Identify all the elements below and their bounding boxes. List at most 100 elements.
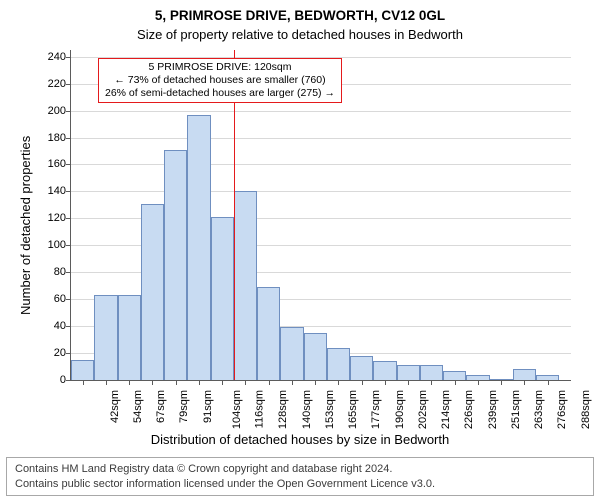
x-tick-label: 276sqm xyxy=(557,390,569,429)
x-tick xyxy=(292,380,293,385)
x-tick xyxy=(501,380,502,385)
histogram-bar xyxy=(141,204,164,380)
license-footer: Contains HM Land Registry data © Crown c… xyxy=(6,457,594,496)
x-tick-label: 128sqm xyxy=(278,390,290,429)
histogram-bar xyxy=(71,360,94,380)
x-tick-label: 67sqm xyxy=(155,390,167,423)
histogram-bar xyxy=(373,361,396,380)
histogram-bar xyxy=(118,295,141,380)
x-tick xyxy=(176,380,177,385)
histogram-bar xyxy=(94,295,117,380)
y-tick-label: 220 xyxy=(26,78,66,90)
x-tick xyxy=(152,380,153,385)
x-tick xyxy=(385,380,386,385)
y-tick xyxy=(66,111,71,112)
x-tick-label: 42sqm xyxy=(109,390,121,423)
y-tick xyxy=(66,245,71,246)
x-tick xyxy=(431,380,432,385)
y-tick-label: 0 xyxy=(26,374,66,386)
x-tick-label: 91sqm xyxy=(202,390,214,423)
y-tick xyxy=(66,164,71,165)
histogram-bar xyxy=(420,365,443,380)
gridline xyxy=(71,111,571,112)
x-tick-label: 251sqm xyxy=(510,390,522,429)
y-tick-label: 240 xyxy=(26,51,66,63)
x-tick-label: 239sqm xyxy=(487,390,499,429)
x-tick xyxy=(315,380,316,385)
y-tick-label: 200 xyxy=(26,105,66,117)
callout-line: 5 PRIMROSE DRIVE: 120sqm xyxy=(105,61,335,74)
x-tick-label: 214sqm xyxy=(440,390,452,429)
callout-line: 26% of semi-detached houses are larger (… xyxy=(105,87,335,100)
x-tick-label: 104sqm xyxy=(231,390,243,429)
x-tick xyxy=(129,380,130,385)
y-tick xyxy=(66,299,71,300)
x-tick-label: 190sqm xyxy=(394,390,406,429)
x-tick xyxy=(83,380,84,385)
histogram-bar xyxy=(257,287,280,380)
y-tick-label: 20 xyxy=(26,347,66,359)
x-tick xyxy=(269,380,270,385)
y-tick-label: 120 xyxy=(26,212,66,224)
chart-subtitle: Size of property relative to detached ho… xyxy=(0,27,600,42)
x-tick-label: 165sqm xyxy=(347,390,359,429)
histogram-bar xyxy=(304,333,327,380)
y-tick-label: 80 xyxy=(26,266,66,278)
x-axis-label: Distribution of detached houses by size … xyxy=(0,432,600,447)
x-tick-label: 202sqm xyxy=(417,390,429,429)
y-tick-label: 140 xyxy=(26,185,66,197)
histogram-bar xyxy=(513,369,536,380)
callout-line: ← 73% of detached houses are smaller (76… xyxy=(105,74,335,87)
y-tick-label: 40 xyxy=(26,320,66,332)
gridline xyxy=(71,138,571,139)
y-tick xyxy=(66,218,71,219)
y-tick xyxy=(66,380,71,381)
x-tick xyxy=(362,380,363,385)
y-tick xyxy=(66,353,71,354)
x-tick-label: 288sqm xyxy=(580,390,592,429)
x-tick-label: 116sqm xyxy=(253,390,265,428)
x-tick-label: 54sqm xyxy=(132,390,144,423)
y-tick-label: 60 xyxy=(26,293,66,305)
histogram-bar xyxy=(280,327,303,380)
y-tick xyxy=(66,84,71,85)
histogram-bar xyxy=(397,365,420,380)
x-tick xyxy=(338,380,339,385)
x-tick-label: 177sqm xyxy=(371,390,383,429)
histogram-bar xyxy=(211,217,234,380)
y-tick xyxy=(66,57,71,58)
x-tick xyxy=(106,380,107,385)
chart-title: 5, PRIMROSE DRIVE, BEDWORTH, CV12 0GL xyxy=(0,8,600,23)
histogram-bar xyxy=(327,348,350,380)
property-callout: 5 PRIMROSE DRIVE: 120sqm← 73% of detache… xyxy=(98,58,342,103)
y-tick-label: 100 xyxy=(26,239,66,251)
y-tick xyxy=(66,326,71,327)
x-tick xyxy=(408,380,409,385)
x-tick xyxy=(478,380,479,385)
x-tick xyxy=(199,380,200,385)
y-tick-label: 180 xyxy=(26,132,66,144)
histogram-bar xyxy=(350,356,373,380)
x-tick-label: 263sqm xyxy=(533,390,545,429)
histogram-bar xyxy=(234,191,257,380)
y-tick-label: 160 xyxy=(26,158,66,170)
y-tick xyxy=(66,138,71,139)
gridline xyxy=(71,164,571,165)
x-tick xyxy=(245,380,246,385)
y-tick xyxy=(66,191,71,192)
footer-line-2: Contains public sector information licen… xyxy=(15,477,585,491)
histogram-bar xyxy=(443,371,466,380)
x-tick xyxy=(524,380,525,385)
x-tick-label: 79sqm xyxy=(178,390,190,423)
x-tick-label: 226sqm xyxy=(464,390,476,429)
x-tick xyxy=(222,380,223,385)
gridline xyxy=(71,191,571,192)
footer-line-1: Contains HM Land Registry data © Crown c… xyxy=(15,462,585,476)
histogram-bar xyxy=(187,115,210,380)
x-tick xyxy=(548,380,549,385)
y-tick xyxy=(66,272,71,273)
x-tick xyxy=(455,380,456,385)
histogram-bar xyxy=(164,150,187,380)
x-tick-label: 153sqm xyxy=(324,390,336,429)
x-tick-label: 140sqm xyxy=(301,390,313,429)
